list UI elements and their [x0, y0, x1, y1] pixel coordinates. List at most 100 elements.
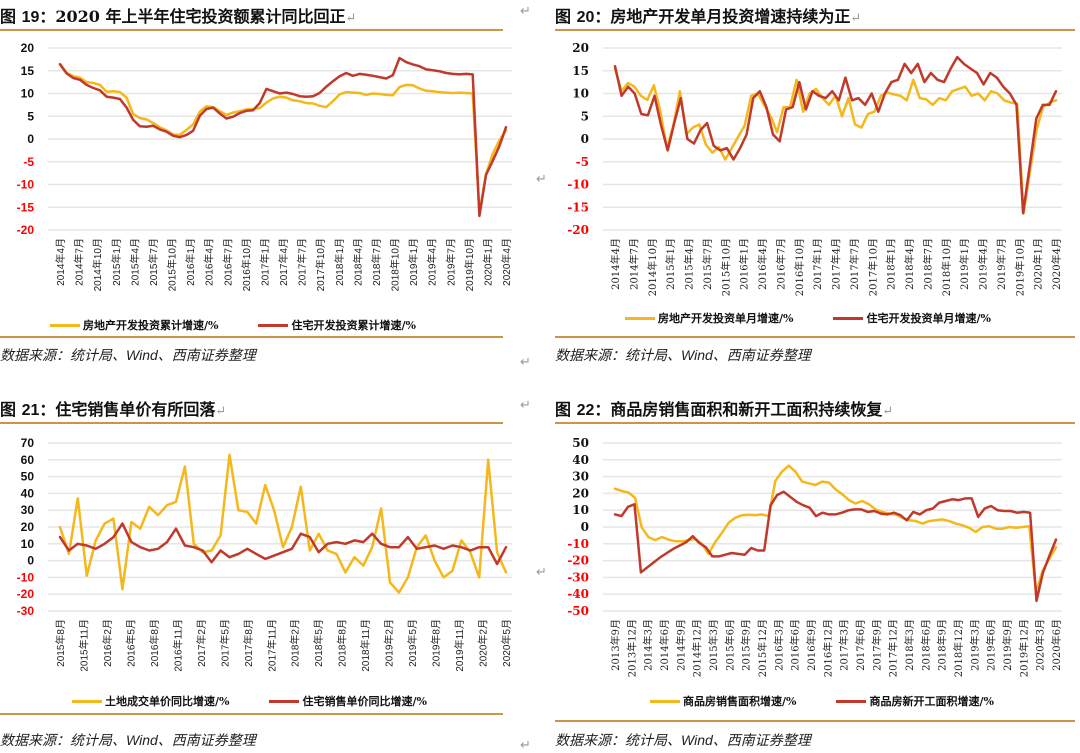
- chart-21: 70 60 50 40 30 20 10 0 -10 -20 -30 2015年8月 2015年11月 2…: [17, 436, 513, 672]
- x-tick-label: 2016年7月: [774, 238, 787, 290]
- source-text: 数据来源：统计局、: [555, 348, 681, 364]
- x-tick-label: 2019年4月: [426, 238, 439, 286]
- legend-swatch-red: [836, 699, 867, 703]
- x-tick-label: 2014年3月: [642, 619, 655, 671]
- title-number: 20: [576, 9, 595, 26]
- x-tick-label: 2014年10月: [91, 238, 104, 291]
- title-prefix: 图: [0, 7, 22, 26]
- x-tick-label: 2015年9月: [740, 619, 753, 671]
- x-tick-label: 2014年7月: [627, 238, 640, 290]
- x-tick-label: 2020年2月: [477, 619, 490, 667]
- y-tick-label: 10: [572, 87, 589, 101]
- x-tick-label: 2019年10月: [463, 238, 476, 291]
- y-tick-label: -20: [567, 223, 589, 237]
- x-tick-label: 2020年4月: [500, 238, 513, 286]
- x-tick-label: 2016年10月: [240, 238, 253, 291]
- paragraph-mark-icon: ↵: [520, 398, 531, 413]
- data-source: 数据来源：统计局、Wind、西南证券整理: [555, 730, 811, 750]
- x-tick-label: 2017年8月: [242, 619, 255, 667]
- x-tick-label: 2019年2月: [383, 619, 396, 667]
- y-tick-label: 20: [572, 41, 589, 55]
- x-tick-label: 2017年4月: [830, 238, 843, 290]
- paragraph-mark-icon: ↵: [520, 4, 531, 19]
- paragraph-mark-icon: ↵: [536, 565, 547, 580]
- legend-label: 房地产开发投资累计增速/%: [83, 319, 219, 332]
- x-tick-label: 2016年7月: [221, 238, 234, 286]
- figure-21-panel: 图 21：住宅销售单价有所回落↵ 70 60 50 40 30 20 10 0 -10 -20 -3…: [0, 393, 530, 753]
- x-tick-label: 2016年6月: [789, 619, 802, 671]
- series-line-red: [58, 56, 508, 218]
- x-tick-label: 2017年3月: [838, 619, 851, 671]
- y-tick-label: 30: [572, 470, 589, 484]
- source-rule: [555, 720, 1075, 722]
- series-line-yellow: [58, 453, 508, 594]
- x-tick-label: 2015年6月: [723, 619, 736, 671]
- legend-item: 土地成交单价同比增速/%: [72, 693, 229, 709]
- x-tick-label: 2020年1月: [1032, 238, 1045, 290]
- x-tick-label: 2016年2月: [101, 619, 114, 667]
- x-tick-label: 2013年9月: [609, 619, 622, 671]
- legend-item: 住宅销售单价同比增速/%: [269, 693, 427, 709]
- legend-label: 住宅开发投资累计增速/%: [291, 319, 416, 332]
- x-tick-label: 2018年11月: [359, 619, 372, 672]
- legend-label: 商品房新开工面积增速/%: [869, 695, 994, 708]
- x-tick-label: 2015年7月: [147, 238, 160, 286]
- legend-item: 商品房销售面积增速/%: [650, 693, 796, 709]
- chart-20: 20 15 10 5 0 -5 -10 -15 -20 2014年4月 2014年7月 2014年10…: [567, 41, 1063, 296]
- series-line-yellow: [58, 62, 508, 215]
- x-tick-label: 2017年11月: [265, 619, 278, 672]
- series-line-red: [58, 522, 508, 566]
- x-tick-label: 2015年4月: [128, 238, 141, 286]
- x-tick-label: 2015年4月: [683, 238, 696, 290]
- x-tick-label: 2016年4月: [756, 238, 769, 290]
- x-tick-label: 2015年8月: [54, 619, 67, 667]
- x-tick-label: 2019年6月: [985, 619, 998, 671]
- x-tick-label: 2019年10月: [1013, 238, 1026, 296]
- x-tick-label: 2016年12月: [821, 619, 834, 677]
- x-tick-label: 2019年7月: [995, 238, 1008, 290]
- x-tick-label: 2019年11月: [453, 619, 466, 672]
- figure-20-panel: 图 20：房地产开发单月投资增速持续为正↵ 20 15 10 5 0 -5 -10 -15 -2…: [555, 0, 1080, 375]
- y-tick-label: -50: [567, 604, 589, 618]
- source-rule: [0, 713, 503, 715]
- x-tick-label: 2019年12月: [1017, 619, 1030, 677]
- chart-legend: 商品房销售面积增速/% 商品房新开工面积增速/%: [650, 693, 994, 709]
- y-tick-label: -30: [567, 570, 589, 584]
- x-tick-label: 2016年11月: [171, 619, 184, 672]
- y-tick-label: 60: [21, 453, 35, 467]
- x-tick-label: 2015年10月: [719, 238, 732, 296]
- x-tick-label: 2016年9月: [805, 619, 818, 671]
- y-tick-label: 20: [572, 486, 589, 500]
- x-tick-label: 2018年6月: [919, 619, 932, 671]
- paragraph-mark-icon: ↵: [850, 11, 862, 26]
- legend-swatch-yellow: [50, 323, 80, 327]
- x-tick-label: 2019年8月: [430, 619, 443, 667]
- x-tick-label: 2015年10月: [166, 238, 179, 291]
- x-tick-label: 2018年7月: [921, 238, 934, 290]
- y-tick-label: 5: [27, 109, 34, 123]
- source-wind: Wind: [126, 347, 158, 363]
- data-source: 数据来源：统计局、Wind、西南证券整理: [0, 730, 256, 750]
- y-tick-label: 40: [21, 486, 35, 500]
- x-tick-label: 2016年3月: [772, 619, 785, 671]
- legend-item: 住宅开发投资单月增速/%: [833, 310, 991, 326]
- x-tick-label: 2015年1月: [110, 238, 123, 286]
- y-tick-label: 40: [572, 453, 589, 467]
- x-tick-label: 2020年4月: [1050, 238, 1063, 290]
- legend-swatch-red: [833, 316, 864, 320]
- figure-title: 图 21：住宅销售单价有所回落↵: [0, 396, 226, 420]
- source-text: 数据来源：统计局、: [0, 348, 126, 364]
- x-tick-label: 2016年5月: [124, 619, 137, 667]
- x-tick-label: 2018年9月: [936, 619, 949, 671]
- x-tick-label: 2020年1月: [481, 238, 494, 286]
- x-tick-label: 2018年4月: [903, 238, 916, 290]
- title-rule: [555, 29, 1075, 31]
- paragraph-mark-icon: ↵: [215, 404, 227, 419]
- x-tick-label: 2018年5月: [312, 619, 325, 667]
- source-text: 、西南证券整理: [157, 733, 256, 749]
- x-tick-label: 2017年9月: [870, 619, 883, 671]
- source-text: 、西南证券整理: [712, 348, 811, 364]
- y-tick-label: -10: [567, 178, 589, 192]
- legend-item: 房地产开发投资单月增速/%: [625, 310, 793, 326]
- x-tick-label: 2014年9月: [674, 619, 687, 671]
